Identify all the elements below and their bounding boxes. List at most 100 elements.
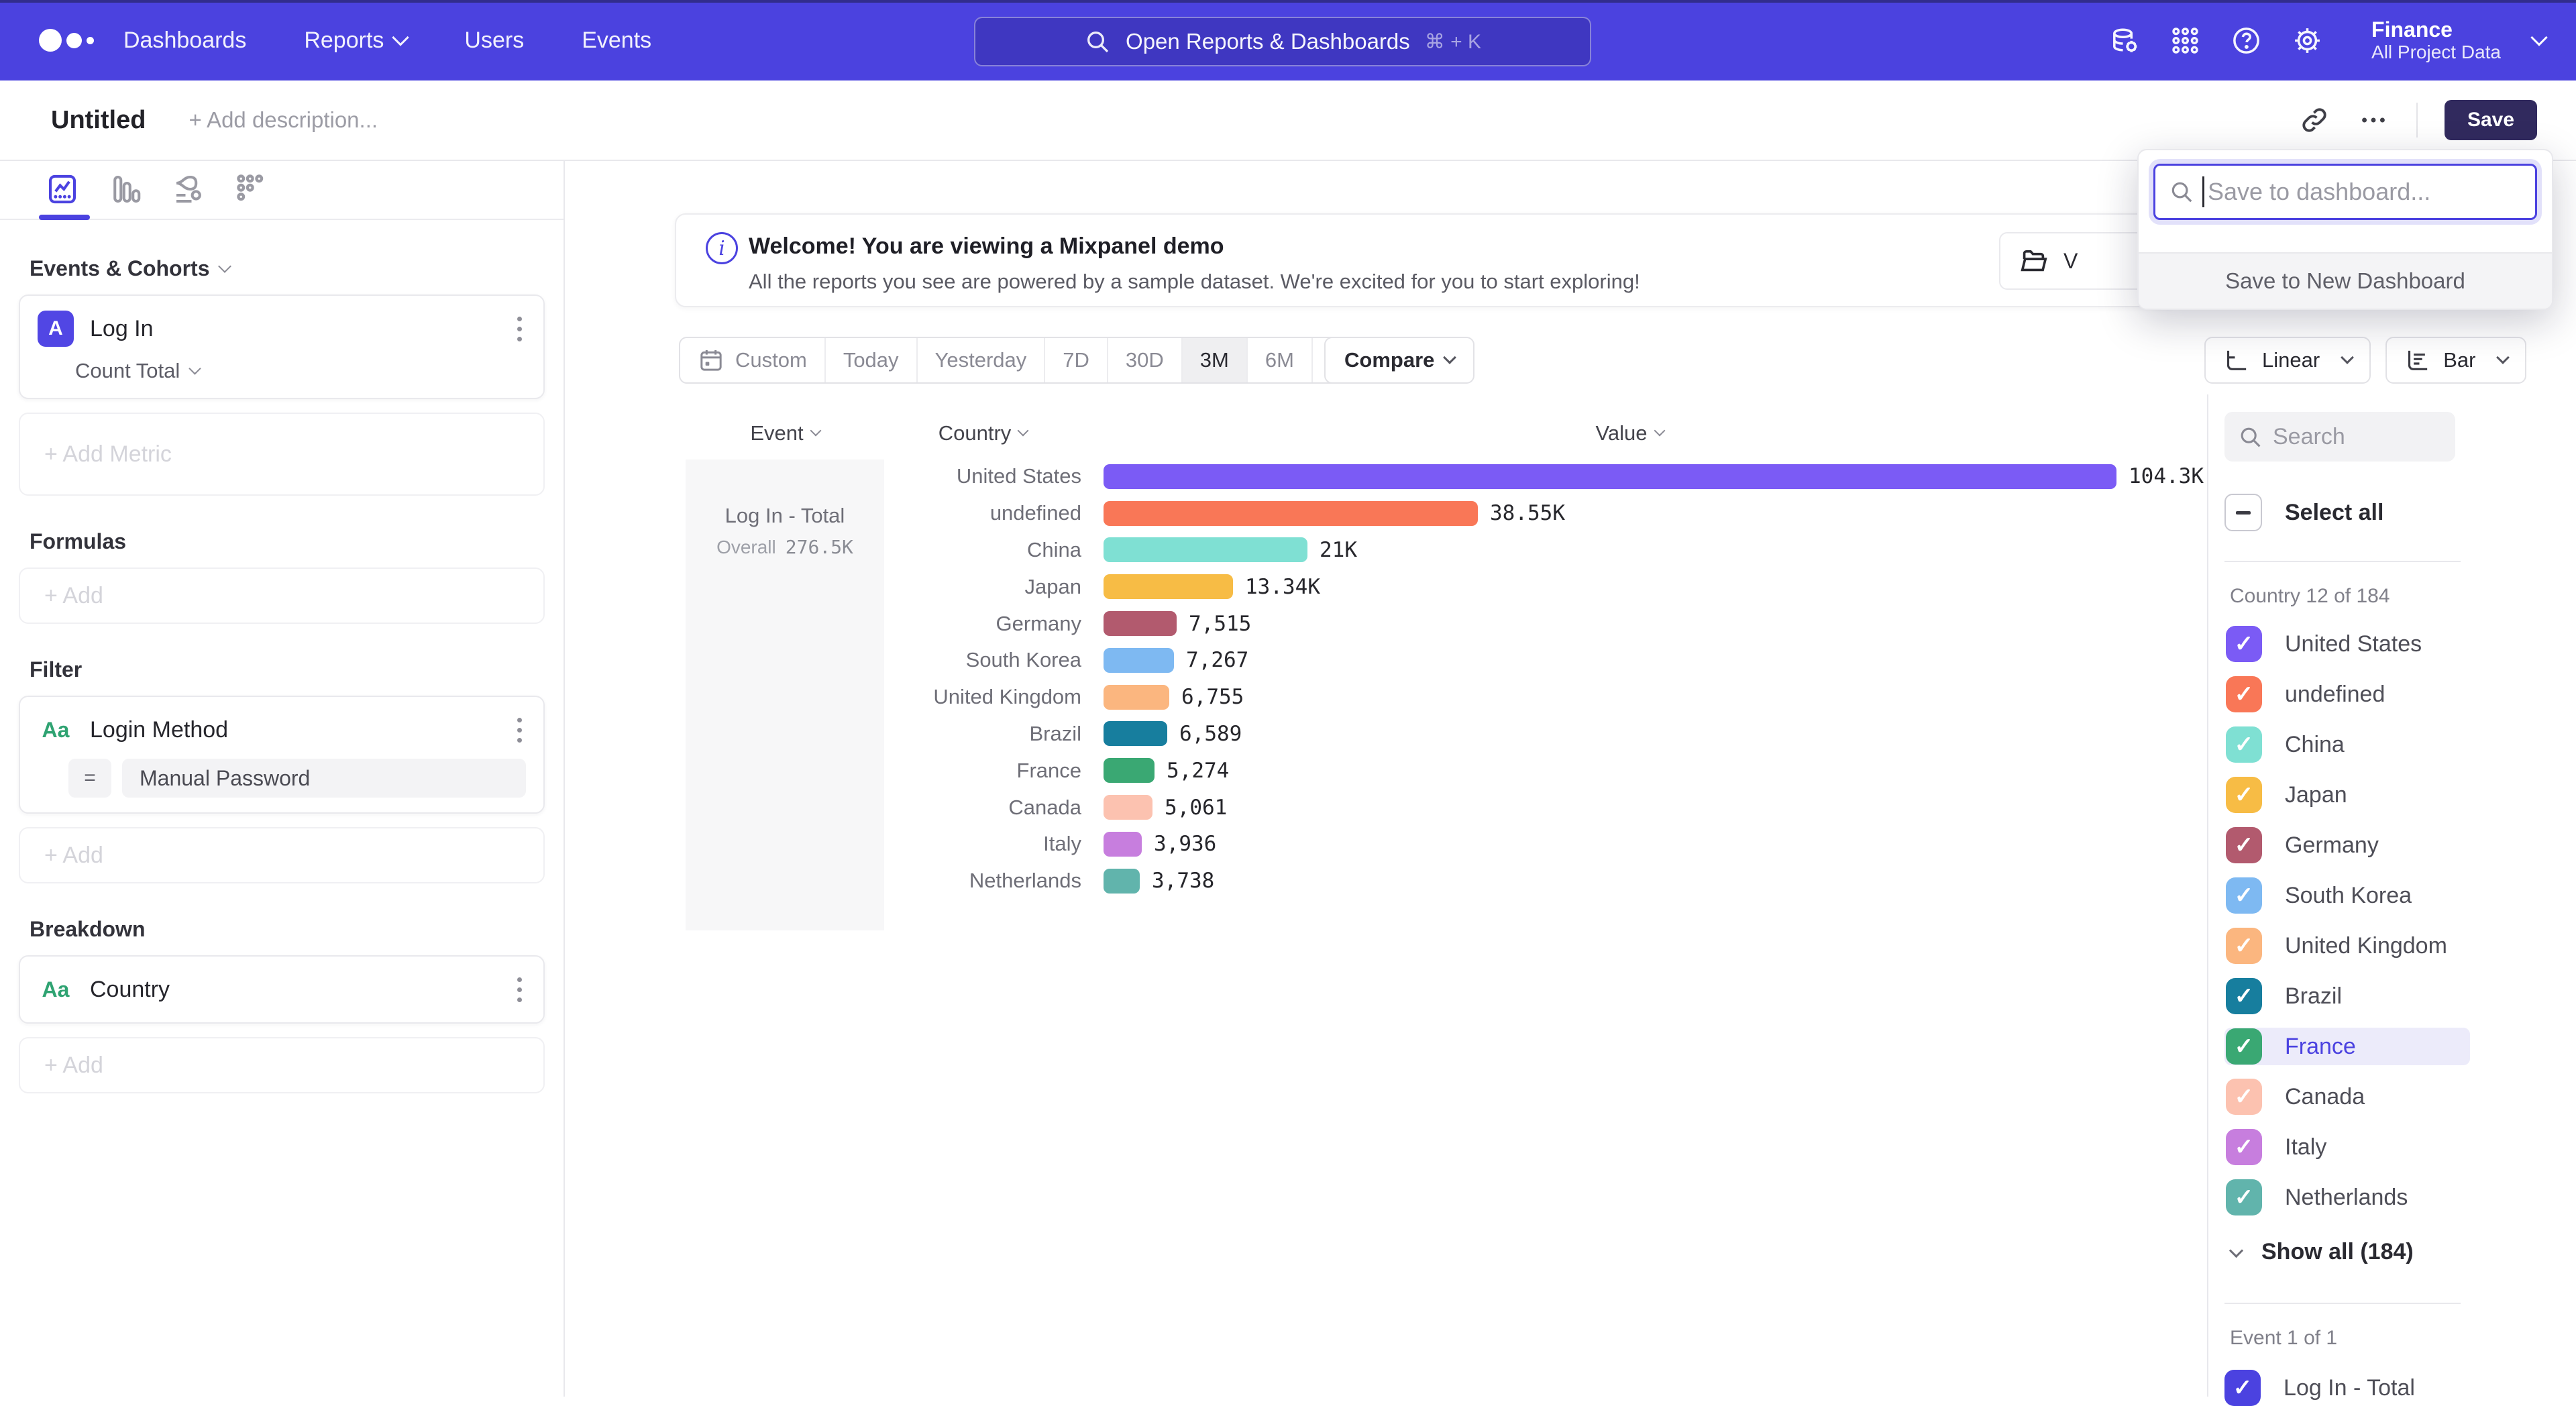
select-all-row[interactable]: Select all xyxy=(2224,494,2576,531)
bar-netherlands[interactable] xyxy=(1104,869,1140,894)
bar-china[interactable] xyxy=(1104,537,1307,562)
checkbox-checked[interactable]: ✓ xyxy=(2226,1028,2262,1065)
kebab-menu-icon[interactable] xyxy=(513,973,526,1006)
bar-united-states[interactable] xyxy=(1104,464,2116,489)
add-breakdown-button[interactable]: + Add xyxy=(19,1037,545,1093)
country-filter-item[interactable]: ✓China xyxy=(2224,726,2470,763)
filter-property-name[interactable]: Login Method xyxy=(90,717,513,743)
column-header-event[interactable]: Event xyxy=(686,421,884,445)
checkbox-indeterminate[interactable] xyxy=(2224,494,2262,531)
data-management-icon[interactable] xyxy=(2108,25,2140,56)
checkbox-checked[interactable]: ✓ xyxy=(2226,1179,2262,1215)
breakdown-card[interactable]: Aa Country xyxy=(19,955,545,1024)
save-to-new-dashboard-button[interactable]: Save to New Dashboard xyxy=(2139,252,2552,309)
save-button[interactable]: Save xyxy=(2445,100,2537,140)
bar-canada[interactable] xyxy=(1104,795,1152,820)
aggregation-selector[interactable]: Count Total xyxy=(38,359,526,383)
tab-retention[interactable] xyxy=(232,170,271,209)
checkbox-checked[interactable]: ✓ xyxy=(2226,1079,2262,1115)
apps-grid-icon[interactable] xyxy=(2169,25,2201,56)
kebab-menu-icon[interactable] xyxy=(513,714,526,747)
checkbox-checked[interactable]: ✓ xyxy=(2226,928,2262,964)
bar-italy[interactable] xyxy=(1104,832,1142,857)
more-options-button[interactable] xyxy=(2357,104,2390,136)
country-filter-item[interactable]: ✓United Kingdom xyxy=(2224,927,2470,965)
column-header-country[interactable]: Country xyxy=(884,421,1081,445)
settings-gear-icon[interactable] xyxy=(2292,25,2323,56)
nav-item-events[interactable]: Events xyxy=(582,28,651,54)
country-filter-item[interactable]: ✓undefined xyxy=(2224,675,2470,713)
add-formula-button[interactable]: + Add xyxy=(19,567,545,624)
date-range-7d[interactable]: 7D xyxy=(1045,338,1108,382)
scale-selector[interactable]: Linear xyxy=(2204,337,2371,384)
nav-item-dashboards[interactable]: Dashboards xyxy=(123,28,246,54)
chart-type-selector[interactable]: Bar xyxy=(2385,337,2526,384)
bar-france[interactable] xyxy=(1104,758,1155,783)
tab-flows[interactable] xyxy=(169,170,208,209)
search-icon xyxy=(1084,28,1111,55)
country-filter-item[interactable]: ✓Netherlands xyxy=(2224,1179,2470,1216)
chart-row: undefined38.55K xyxy=(884,495,2178,532)
mixpanel-logo[interactable] xyxy=(39,29,113,52)
breakdown-property-name[interactable]: Country xyxy=(90,977,513,1003)
country-filter-item[interactable]: ✓United States xyxy=(2224,625,2470,663)
tab-insights[interactable] xyxy=(43,170,82,209)
country-filter-item[interactable]: ✓France xyxy=(2224,1028,2470,1065)
filter-operator[interactable]: = xyxy=(68,759,111,798)
bar-united-kingdom[interactable] xyxy=(1104,685,1169,710)
event-name[interactable]: Log In xyxy=(90,316,513,342)
checkbox-checked[interactable]: ✓ xyxy=(2226,777,2262,813)
date-range-3m[interactable]: 3M xyxy=(1183,338,1248,382)
save-dashboard-input[interactable] xyxy=(2155,166,2535,218)
category-label: Brazil xyxy=(884,722,1081,746)
event-filter-item[interactable]: ✓ Log In - Total xyxy=(2224,1370,2576,1406)
checkbox-checked[interactable]: ✓ xyxy=(2224,1370,2261,1406)
checkbox-checked[interactable]: ✓ xyxy=(2226,1129,2262,1165)
date-range-custom[interactable]: Custom xyxy=(680,338,826,382)
metric-card[interactable]: A Log In Count Total xyxy=(19,294,545,399)
date-range-yesterday[interactable]: Yesterday xyxy=(918,338,1046,382)
country-filter-item[interactable]: ✓South Korea xyxy=(2224,877,2470,914)
checkbox-checked[interactable]: ✓ xyxy=(2226,626,2262,662)
checkbox-checked[interactable]: ✓ xyxy=(2226,676,2262,712)
date-range-6m[interactable]: 6M xyxy=(1248,338,1313,382)
bar-germany[interactable] xyxy=(1104,611,1177,636)
tab-funnels[interactable] xyxy=(106,170,145,209)
events-cohorts-header[interactable]: Events & Cohorts xyxy=(19,256,545,281)
checkbox-checked[interactable]: ✓ xyxy=(2226,726,2262,763)
checkbox-checked[interactable]: ✓ xyxy=(2226,877,2262,914)
date-range-today[interactable]: Today xyxy=(826,338,918,382)
add-filter-button[interactable]: + Add xyxy=(19,827,545,883)
date-range-30d[interactable]: 30D xyxy=(1108,338,1183,382)
project-switcher[interactable]: Finance All Project Data xyxy=(2371,17,2501,64)
report-title[interactable]: Untitled xyxy=(51,106,146,135)
compare-button[interactable]: Compare xyxy=(1324,337,1474,384)
checkbox-checked[interactable]: ✓ xyxy=(2226,978,2262,1014)
bar-brazil[interactable] xyxy=(1104,721,1167,746)
bar-undefined[interactable] xyxy=(1104,501,1478,526)
kebab-menu-icon[interactable] xyxy=(513,313,526,345)
show-all-button[interactable]: Show all (184) xyxy=(2224,1239,2576,1265)
copy-link-button[interactable] xyxy=(2298,104,2330,136)
panel-search[interactable] xyxy=(2224,412,2455,462)
country-filter-item[interactable]: ✓Italy xyxy=(2224,1128,2470,1166)
bar-south-korea[interactable] xyxy=(1104,648,1174,673)
country-filter-item[interactable]: ✓Germany xyxy=(2224,826,2470,864)
bar-japan[interactable] xyxy=(1104,574,1233,599)
help-icon[interactable] xyxy=(2231,25,2262,56)
country-filter-item[interactable]: ✓Canada xyxy=(2224,1078,2470,1116)
filter-card[interactable]: Aa Login Method = Manual Password xyxy=(19,696,545,814)
column-header-label: Value xyxy=(1596,421,1648,445)
nav-item-reports[interactable]: Reports xyxy=(304,28,407,54)
global-search-placeholder: Open Reports & Dashboards xyxy=(1126,29,1410,54)
global-search-button[interactable]: Open Reports & Dashboards ⌘ + K xyxy=(974,17,1591,66)
checkbox-checked[interactable]: ✓ xyxy=(2226,827,2262,863)
filter-value[interactable]: Manual Password xyxy=(122,759,526,798)
add-metric-button[interactable]: + Add Metric xyxy=(19,413,545,496)
save-dashboard-search[interactable] xyxy=(2153,164,2537,220)
column-header-value[interactable]: Value xyxy=(1081,421,2178,445)
country-filter-item[interactable]: ✓Japan xyxy=(2224,776,2470,814)
add-description-field[interactable]: + Add description... xyxy=(189,107,378,133)
country-filter-item[interactable]: ✓Brazil xyxy=(2224,977,2470,1015)
nav-item-users[interactable]: Users xyxy=(464,28,524,54)
